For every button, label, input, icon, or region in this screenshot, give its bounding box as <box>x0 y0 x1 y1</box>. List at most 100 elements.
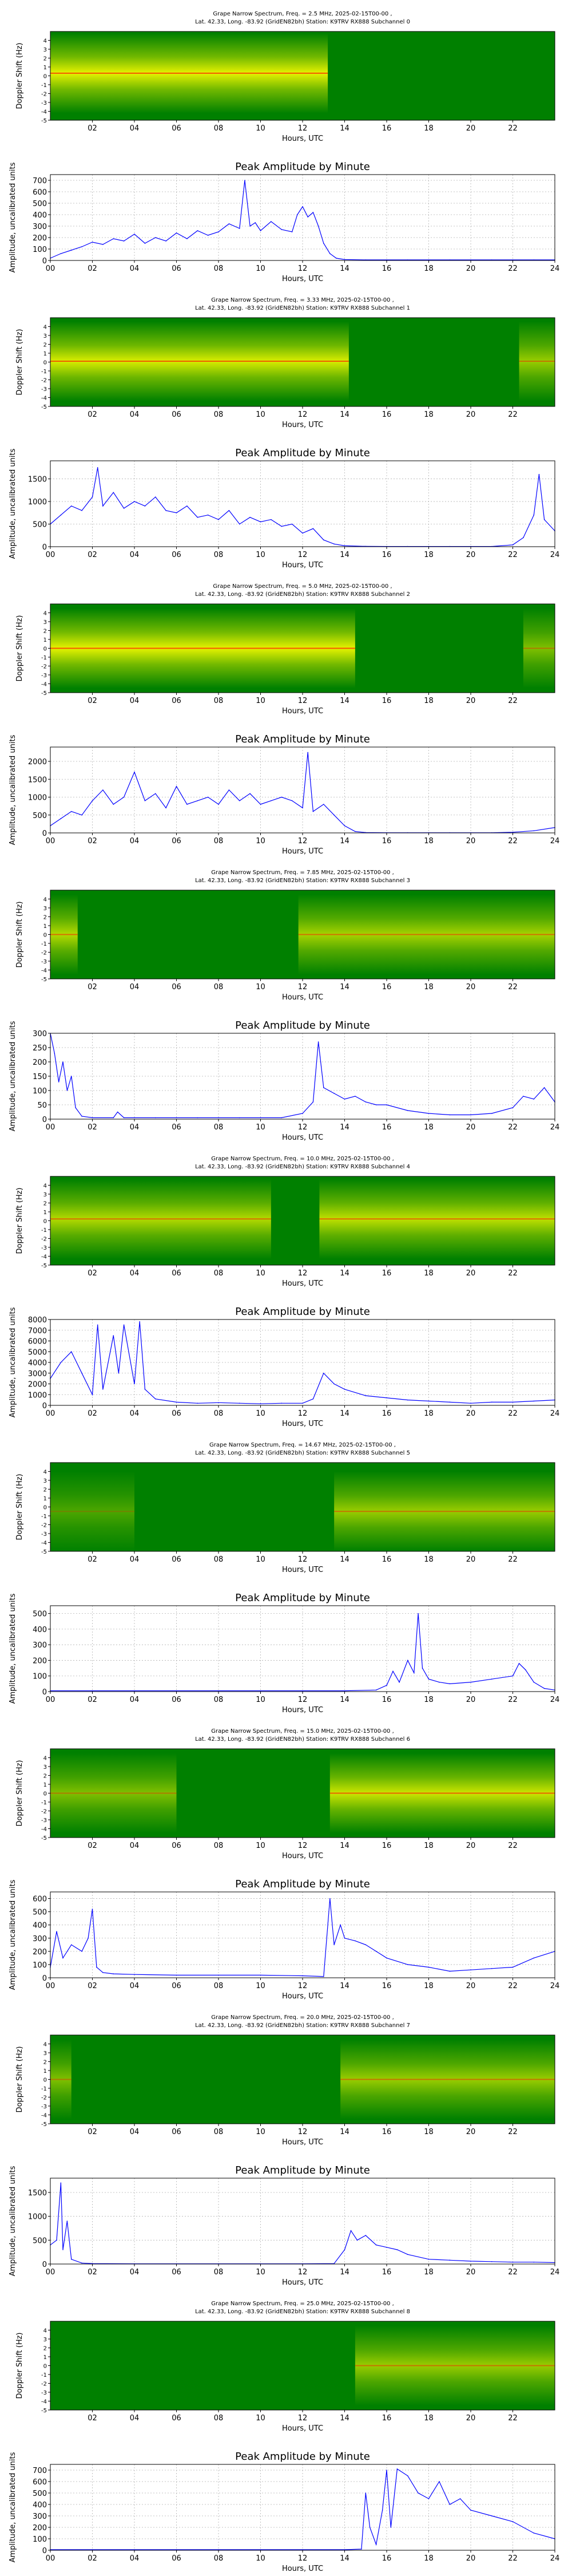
spectrogram-xtick-label-12-5: 12 <box>298 1842 308 1850</box>
amplitude-point-15-16 <box>356 2239 358 2241</box>
amplitude-point-11-13 <box>413 1672 415 1674</box>
amplitude-ytick-label-13-0: 0 <box>42 1974 47 1983</box>
amplitude-point-3-4 <box>92 496 93 497</box>
spectrogram-ytick-label-6-1: 3 <box>43 906 47 912</box>
amplitude-point-1-19 <box>244 180 245 181</box>
amplitude-point-1-40 <box>470 259 471 260</box>
amplitude-ytick-label-13-5: 500 <box>33 1909 47 1917</box>
spectrogram-xtick-label-4-9: 20 <box>466 697 476 705</box>
amplitude-title-17: Peak Amplitude by Minute <box>235 2451 370 2463</box>
amplitude-point-7-15 <box>197 1117 198 1119</box>
amplitude-frame-9 <box>50 1319 555 1406</box>
spectrogram-panel-0: Grape Narrow Spectrum, Freq. = 2.5 MHz, … <box>15 11 555 143</box>
amplitude-point-5-26 <box>312 811 314 812</box>
spectrogram-xtick-label-6-9: 20 <box>466 983 476 991</box>
spectrogram-ytick-label-12-7: -3 <box>41 1818 47 1824</box>
amplitude-point-7-4 <box>66 1090 68 1091</box>
amplitude-ytick-label-1-7: 700 <box>33 177 47 185</box>
amplitude-ytick-label-1-5: 500 <box>33 200 47 208</box>
amplitude-frame-1 <box>50 174 555 261</box>
amplitude-xtick-label-17-11: 22 <box>508 2554 518 2563</box>
amplitude-point-1-25 <box>291 231 293 232</box>
amplitude-point-7-24 <box>333 1093 335 1094</box>
amplitude-point-5-21 <box>271 800 272 801</box>
amplitude-ytick-label-7-0: 0 <box>42 1116 47 1124</box>
amplitude-ylabel-3: Amplitude, uncalibrated units <box>9 448 17 559</box>
spectrogram-activity-14-1 <box>340 2039 555 2120</box>
spectrogram-xtick-label-0-1: 04 <box>130 124 140 133</box>
amplitude-point-15-6 <box>81 2262 82 2264</box>
spectrogram-xtick-label-6-3: 08 <box>214 983 224 991</box>
spectrogram-ylabel-16: Doppler Shift (Hz) <box>15 2333 24 2399</box>
amplitude-point-15-4 <box>66 2221 68 2222</box>
spectrogram-ylabel-2: Doppler Shift (Hz) <box>15 329 24 396</box>
spectrogram-ytick-label-0-4: 0 <box>43 74 47 80</box>
amplitude-point-3-28 <box>333 543 335 545</box>
amplitude-xtick-label-7-7: 14 <box>340 1123 349 1132</box>
amplitude-ytick-label-3-3: 1500 <box>28 476 47 484</box>
amplitude-point-7-31 <box>428 1113 430 1114</box>
amplitude-point-11-4 <box>218 1690 219 1692</box>
amplitude-xtick-label-11-2: 04 <box>130 1696 140 1704</box>
spectrogram-panel-14: Grape Narrow Spectrum, Freq. = 20.0 MHz,… <box>15 2014 555 2147</box>
spectrogram-xtick-label-8-9: 20 <box>466 1269 476 1278</box>
amplitude-point-9-19 <box>281 1402 283 1404</box>
amplitude-xtick-label-7-6: 12 <box>298 1123 308 1132</box>
amplitude-point-7-27 <box>365 1101 367 1103</box>
spectrogram-xtick-label-6-1: 04 <box>130 983 140 991</box>
amplitude-point-5-24 <box>302 807 303 809</box>
spectrogram-ytick-label-12-2: 2 <box>43 1773 47 1780</box>
spectrogram-ytick-label-10-3: 1 <box>43 1496 47 1502</box>
amplitude-point-3-17 <box>218 519 219 520</box>
amplitude-point-1-18 <box>239 228 240 229</box>
amplitude-xlabel-7: Hours, UTC <box>282 1133 323 1142</box>
amplitude-xtick-label-13-12: 24 <box>550 1982 560 1990</box>
spectrogram-ytick-label-0-0: 4 <box>43 38 47 45</box>
amplitude-point-9-4 <box>92 1394 93 1396</box>
spectrogram-ytick-label-2-9: -5 <box>41 404 47 410</box>
amplitude-point-1-29 <box>312 212 314 213</box>
spectrogram-activity-4-1 <box>523 608 555 689</box>
spectrogram-ytick-label-2-6: -2 <box>41 378 47 384</box>
amplitude-point-7-33 <box>470 1114 471 1116</box>
amplitude-point-9-12 <box>144 1389 146 1390</box>
spectrogram-xtick-label-10-1: 04 <box>130 1555 140 1564</box>
spectrogram-ytick-label-10-1: 3 <box>43 1478 47 1484</box>
amplitude-point-5-11 <box>165 807 166 809</box>
amplitude-xtick-label-17-0: 00 <box>46 2554 55 2563</box>
amplitude-ytick-label-13-2: 200 <box>33 1948 47 1957</box>
amplitude-xtick-label-3-6: 12 <box>298 551 308 559</box>
amplitude-point-17-5 <box>260 2549 261 2550</box>
spectrogram-xtick-label-2-3: 08 <box>214 410 224 419</box>
amplitude-point-5-27 <box>323 804 324 805</box>
spectrogram-xtick-label-4-2: 06 <box>172 697 181 705</box>
spectrogram-xtick-label-4-5: 12 <box>298 697 308 705</box>
amplitude-ytick-label-7-3: 150 <box>33 1073 47 1081</box>
amplitude-ylabel-5: Amplitude, uncalibrated units <box>9 734 17 845</box>
amplitude-panel-7: Peak Amplitude by Minute 0 50 100 150 200 250 3… <box>9 1020 559 1142</box>
amplitude-xtick-label-5-0: 00 <box>46 837 55 846</box>
amplitude-point-3-14 <box>186 505 188 507</box>
spectrogram-xtick-label-16-10: 22 <box>508 2414 518 2423</box>
spectrogram-xtick-label-8-2: 06 <box>172 1269 181 1278</box>
amplitude-point-7-21 <box>312 1101 314 1103</box>
amplitude-point-13-28 <box>491 1968 492 1969</box>
amplitude-ytick-label-3-0: 0 <box>42 543 47 552</box>
spectrogram-activity-6-0 <box>50 894 78 975</box>
amplitude-point-9-6 <box>102 1389 104 1390</box>
spectrogram-xtick-label-10-0: 02 <box>88 1555 97 1564</box>
amplitude-point-11-17 <box>439 1681 440 1683</box>
spectrogram-xtick-label-16-1: 04 <box>130 2414 140 2423</box>
amplitude-point-13-23 <box>386 1957 387 1959</box>
spectrogram-ytick-label-12-9: -5 <box>41 1835 47 1842</box>
amplitude-point-7-18 <box>260 1117 261 1119</box>
spectrogram-xtick-label-6-2: 06 <box>172 983 181 991</box>
amplitude-point-1-3 <box>81 246 82 247</box>
amplitude-point-5-39 <box>533 830 535 832</box>
amplitude-point-7-25 <box>344 1099 345 1100</box>
spectrogram-xtick-label-2-6: 14 <box>340 410 349 419</box>
amplitude-xtick-label-3-11: 22 <box>508 551 518 559</box>
spectrogram-xtick-label-2-7: 16 <box>382 410 392 419</box>
spectrogram-xtick-label-0-3: 08 <box>214 124 224 133</box>
